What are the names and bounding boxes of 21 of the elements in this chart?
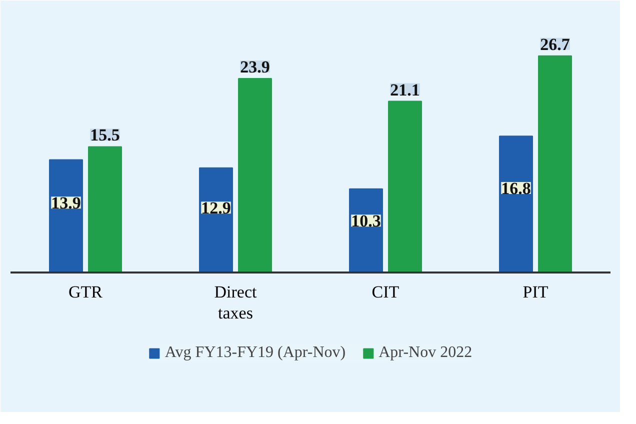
bar bbox=[199, 167, 233, 273]
data-label: 15.5 bbox=[90, 126, 120, 145]
x-tick-label: Direct taxes bbox=[214, 282, 258, 322]
data-label: 12.9 bbox=[201, 198, 231, 218]
legend-label: Apr-Nov 2022 bbox=[378, 344, 472, 362]
bar bbox=[499, 136, 533, 273]
legend-label: Avg FY13-FY19 (Apr-Nov) bbox=[164, 344, 346, 362]
bar bbox=[388, 100, 422, 273]
x-tick-label: PIT bbox=[522, 282, 549, 302]
bar bbox=[88, 146, 122, 273]
data-label: 13.9 bbox=[51, 194, 81, 213]
bar bbox=[538, 55, 572, 273]
data-label: 23.9 bbox=[240, 58, 270, 77]
x-tick-label: CIT bbox=[372, 282, 400, 302]
x-tick-label: GTR bbox=[68, 282, 104, 302]
data-label: 10.3 bbox=[351, 212, 381, 231]
bar bbox=[49, 159, 83, 273]
data-label: 21.1 bbox=[390, 80, 420, 100]
data-label: 16.8 bbox=[501, 178, 531, 198]
data-label: 26.7 bbox=[540, 34, 570, 54]
bar bbox=[238, 78, 272, 273]
